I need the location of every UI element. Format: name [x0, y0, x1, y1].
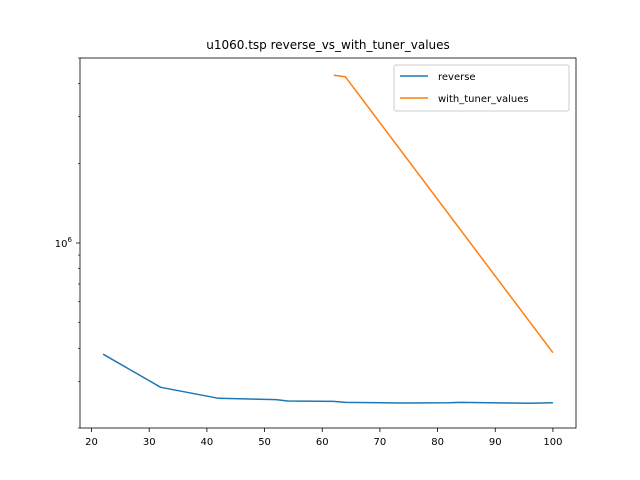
- y-tick-label: 106: [55, 236, 73, 250]
- x-tick-label: 50: [258, 437, 271, 448]
- x-tick-label: 40: [201, 437, 214, 448]
- plot-area: 20 30 40 50 60 70 80 90 100 106: [55, 57, 577, 448]
- series-line-with-tuner-values: [333, 74, 554, 354]
- x-tick-label: 30: [143, 437, 156, 448]
- series-line-reverse: [102, 353, 553, 405]
- x-tick-label: 70: [374, 437, 387, 448]
- x-tick-label: 60: [316, 437, 329, 448]
- legend-label-with-tuner-values: with_tuner_values: [438, 94, 529, 105]
- legend-box: [393, 64, 570, 112]
- legend: reverse with_tuner_values: [393, 64, 570, 112]
- x-tick-label: 20: [85, 437, 98, 448]
- x-tick-label: 100: [543, 437, 562, 448]
- chart-title: u1060.tsp reverse_vs_with_tuner_values: [206, 38, 450, 52]
- x-tick-label: 80: [431, 437, 444, 448]
- x-tick-label: 90: [489, 437, 502, 448]
- legend-label-reverse: reverse: [438, 72, 476, 83]
